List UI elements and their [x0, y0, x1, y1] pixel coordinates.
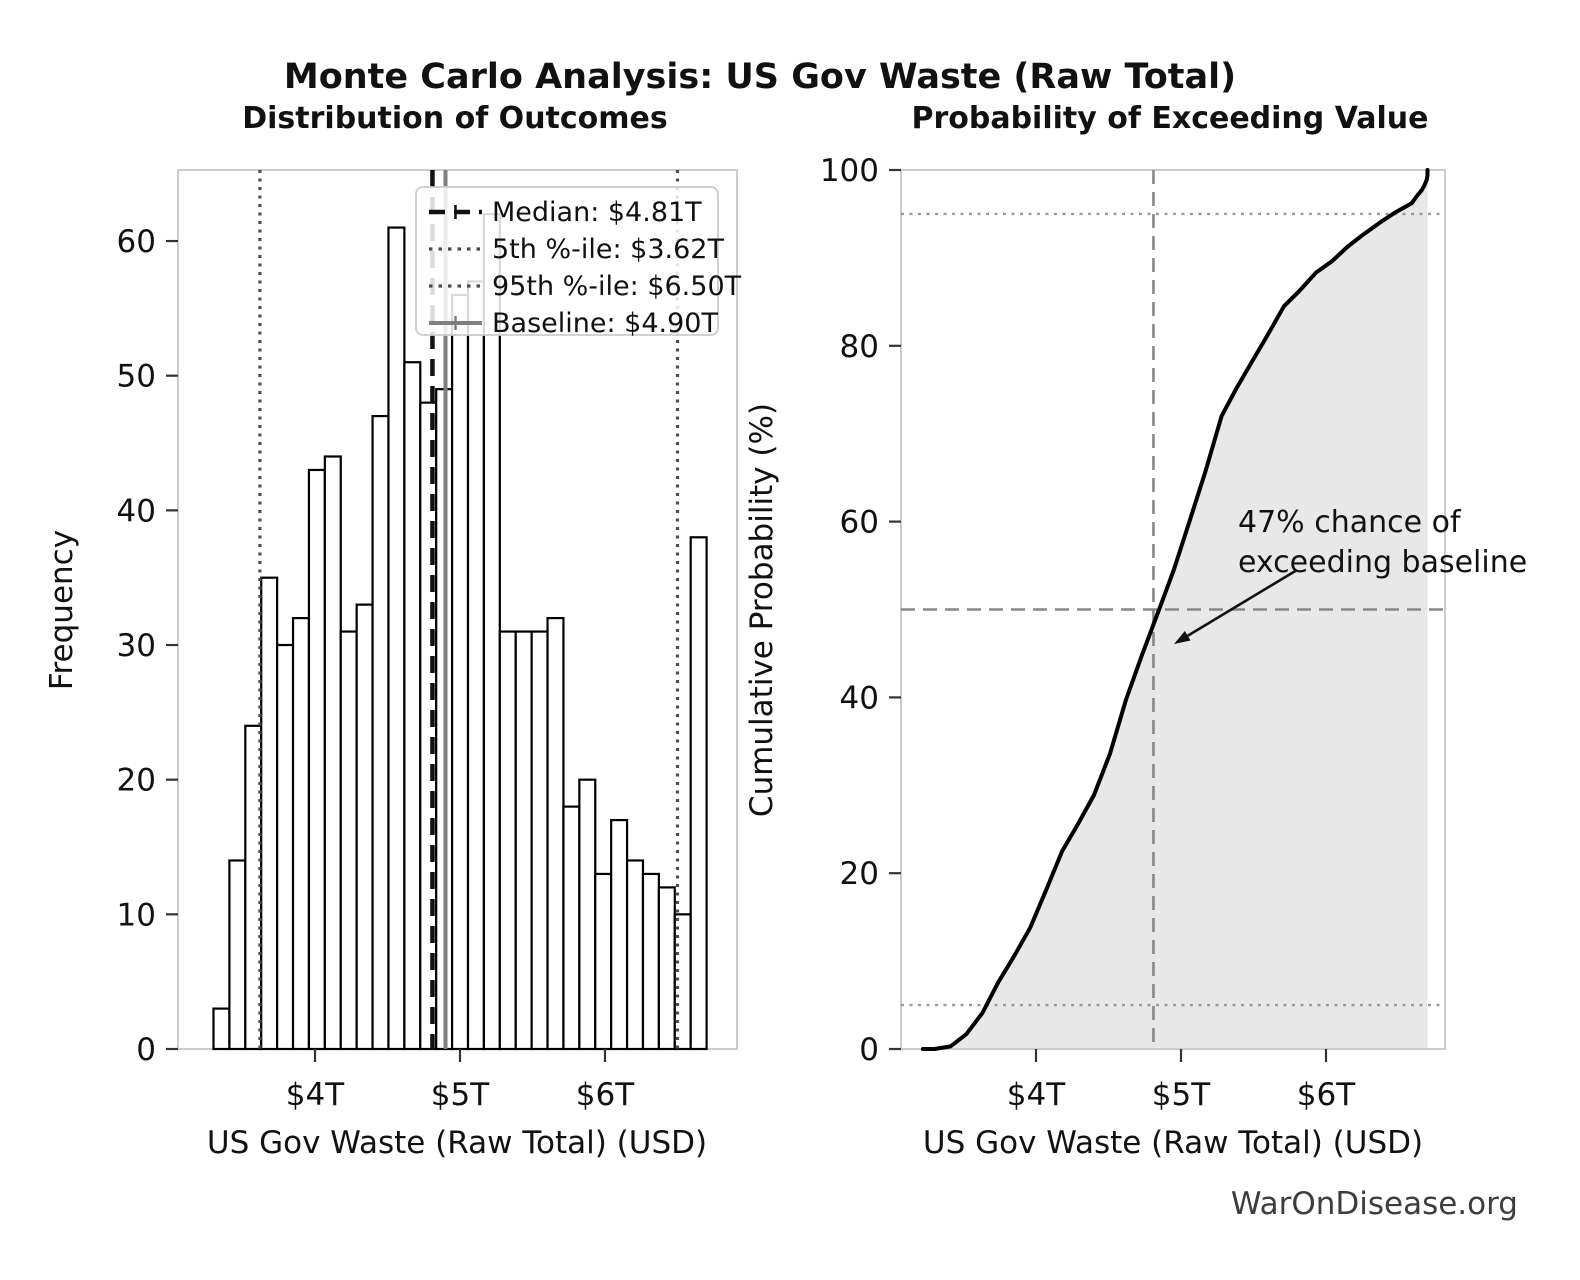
annotation-arrow-icon [1174, 568, 1298, 644]
y-tick-label: 20 [840, 856, 879, 892]
x-tick-label: $4T [1007, 1077, 1066, 1113]
legend-box [415, 186, 719, 336]
x-tick-label: $5T [1152, 1077, 1211, 1113]
histogram-bar [323, 455, 342, 1051]
y-tick-label: 60 [840, 505, 879, 541]
histogram-bar [291, 616, 311, 1051]
right-y-axis-label: Cumulative Probability (%) [744, 403, 780, 817]
legend-entry-label: Median: $4.81T [492, 197, 702, 228]
histogram-bar [466, 280, 486, 1051]
histogram-bar [355, 603, 374, 1051]
left-y-axis-label: Frequency [44, 530, 80, 690]
y-tick-label: 40 [840, 680, 879, 716]
right-x-axis-label: US Gov Waste (Raw Total) (USD) [923, 1125, 1423, 1161]
y-tick-label: 0 [859, 1032, 879, 1068]
y-tick-label: 10 [117, 897, 156, 933]
x-tick-label: $6T [576, 1077, 635, 1113]
y-tick-label: 100 [820, 153, 879, 189]
annotation-line-2: exceeding baseline [1238, 545, 1527, 580]
histogram-bar [260, 576, 279, 1051]
legend-entry-label: 95th %-ile: $6.50T [492, 271, 742, 302]
cdf-chart: 0 20 40 60 80 100 $4T $5T $6T [820, 153, 1446, 1113]
histogram-bar [657, 886, 676, 1051]
histogram-bar [403, 361, 422, 1051]
left-chart-title: Distribution of Outcomes [242, 101, 668, 136]
y-tick-label: 20 [117, 763, 156, 799]
main-title: Monte Carlo Analysis: US Gov Waste (Raw … [284, 57, 1236, 97]
arrow-head [1174, 631, 1191, 644]
right-chart-title: Probability of Exceeding Value [911, 101, 1428, 136]
histogram-bars [212, 213, 708, 1051]
y-tick-label: 60 [117, 224, 156, 260]
histogram-bar [594, 872, 613, 1051]
arrow-shaft [1187, 568, 1298, 637]
histogram-bar [514, 630, 533, 1051]
histogram-bar [276, 643, 295, 1051]
histogram-bar [212, 1007, 231, 1051]
histogram-bar [530, 630, 549, 1051]
x-tick-label: $4T [286, 1077, 345, 1113]
histogram-bar [228, 859, 247, 1051]
y-tick-label: 80 [840, 329, 879, 365]
y-tick-label: 40 [117, 493, 156, 529]
histogram-bar [610, 818, 629, 1051]
histogram-bar [689, 536, 708, 1051]
histogram-bar [562, 805, 581, 1051]
histogram-bar [371, 414, 390, 1051]
histogram-bar [482, 213, 501, 1051]
y-tick-label: 0 [136, 1032, 156, 1068]
y-tick-label: 30 [117, 628, 156, 664]
histogram-bar [625, 859, 645, 1051]
histogram-bar [498, 630, 517, 1051]
legend-entry-label: 5th %-ile: $3.62T [492, 234, 724, 265]
y-tick-label: 50 [117, 359, 156, 395]
histogram-bar [339, 630, 358, 1051]
legend: Median: $4.81T 5th %-ile: $3.62T 95th %-il… [415, 186, 742, 339]
annotation-line-1: 47% chance of [1238, 505, 1462, 540]
histogram-bar [578, 778, 597, 1051]
histogram-bar [307, 468, 326, 1051]
histogram-bar [546, 616, 565, 1051]
x-tick-label: $6T [1297, 1077, 1356, 1113]
histogram-bar [450, 293, 470, 1051]
histogram-bar [641, 872, 660, 1051]
left-x-axis-label: US Gov Waste (Raw Total) (USD) [207, 1125, 707, 1161]
histogram-chart: 0 10 20 30 40 50 60 $4T $5T $6T Median: $4.81T 5th … [117, 169, 742, 1113]
histogram-bar [387, 226, 406, 1051]
annotation: 47% chance of exceeding baseline [1174, 505, 1527, 644]
x-tick-label: $5T [431, 1077, 490, 1113]
cdf-curve [920, 168, 1430, 1051]
legend-entry-label: Baseline: $4.90T [492, 308, 718, 339]
watermark: WarOnDisease.org [1231, 1186, 1518, 1222]
